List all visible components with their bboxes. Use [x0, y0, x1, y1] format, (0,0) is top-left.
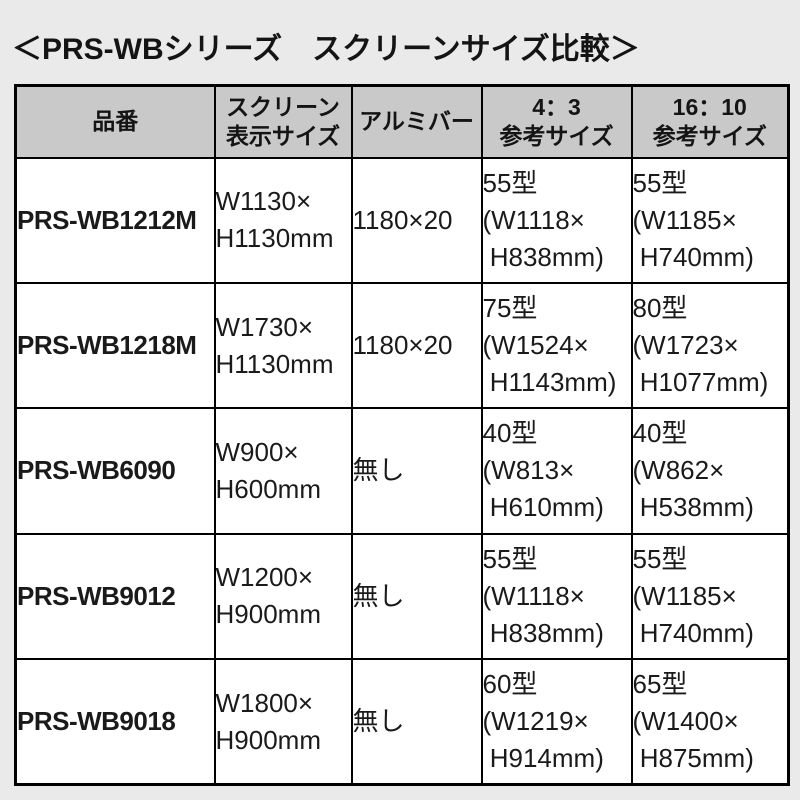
- header-cell-ref_16_10: 16：10 参考サイズ: [630, 84, 790, 159]
- header-row: 品番 スクリーン 表示サイズ アルミバー 4：3 参考サイズ 16：10 参考サイズ: [14, 84, 790, 159]
- cell-screen_size: W900× H600mm: [213, 407, 353, 535]
- cell-screen_size: W1130× H1130mm: [213, 156, 353, 284]
- cell-model: PRS-WB9012: [14, 532, 216, 661]
- header-cell-screen_size: スクリーン 表示サイズ: [213, 84, 353, 159]
- cell-alumi_bar: 無し: [350, 658, 483, 786]
- cell-alumi_bar: 1180×20: [350, 281, 483, 410]
- table-row: PRS-WB1212M W1130× H1130mm 1180×20 55型 (W11…: [14, 156, 790, 284]
- header-cell-model: 品番: [14, 84, 216, 159]
- cell-model: PRS-WB9018: [14, 658, 216, 786]
- cell-model: PRS-WB6090: [14, 407, 216, 535]
- cell-model: PRS-WB1212M: [14, 156, 216, 284]
- cell-alumi_bar: 無し: [350, 407, 483, 535]
- header-cell-ref_4_3: 4：3 参考サイズ: [480, 84, 633, 159]
- cell-ref_16_10: 65型 (W1400× H875mm): [630, 658, 790, 786]
- cell-alumi_bar: 無し: [350, 532, 483, 661]
- size-comparison-table: 品番 スクリーン 表示サイズ アルミバー 4：3 参考サイズ 16：10 参考サイズ P…: [14, 84, 790, 786]
- table-head: 品番 スクリーン 表示サイズ アルミバー 4：3 参考サイズ 16：10 参考サイズ: [14, 84, 790, 159]
- table-body: PRS-WB1212M W1130× H1130mm 1180×20 55型 (W11…: [14, 156, 790, 786]
- header-cell-alumi_bar: アルミバー: [350, 84, 483, 159]
- cell-ref_4_3: 75型 (W1524× H1143mm): [480, 281, 633, 410]
- cell-ref_16_10: 55型 (W1185× H740mm): [630, 532, 790, 661]
- cell-ref_16_10: 55型 (W1185× H740mm): [630, 156, 790, 284]
- cell-screen_size: W1200× H900mm: [213, 532, 353, 661]
- page-title: ＜PRS-WBシリーズ スクリーンサイズ比較＞: [12, 33, 640, 66]
- cell-alumi_bar: 1180×20: [350, 156, 483, 284]
- cell-ref_4_3: 60型 (W1219× H914mm): [480, 658, 633, 786]
- table-row: PRS-WB6090 W900× H600mm 無し 40型 (W813× H610m…: [14, 407, 790, 535]
- table-row: PRS-WB9012 W1200× H900mm 無し 55型 (W1118× H83…: [14, 532, 790, 661]
- cell-model: PRS-WB1218M: [14, 281, 216, 410]
- cell-ref_4_3: 40型 (W813× H610mm): [480, 407, 633, 535]
- cell-ref_16_10: 80型 (W1723× H1077mm): [630, 281, 790, 410]
- cell-ref_4_3: 55型 (W1118× H838mm): [480, 532, 633, 661]
- cell-screen_size: W1800× H900mm: [213, 658, 353, 786]
- table-row: PRS-WB1218M W1730× H1130mm 1180×20 75型 (W15…: [14, 281, 790, 410]
- cell-ref_4_3: 55型 (W1118× H838mm): [480, 156, 633, 284]
- cell-ref_16_10: 40型 (W862× H538mm): [630, 407, 790, 535]
- table-row: PRS-WB9018 W1800× H900mm 無し 60型 (W1219× H91…: [14, 658, 790, 786]
- cell-screen_size: W1730× H1130mm: [213, 281, 353, 410]
